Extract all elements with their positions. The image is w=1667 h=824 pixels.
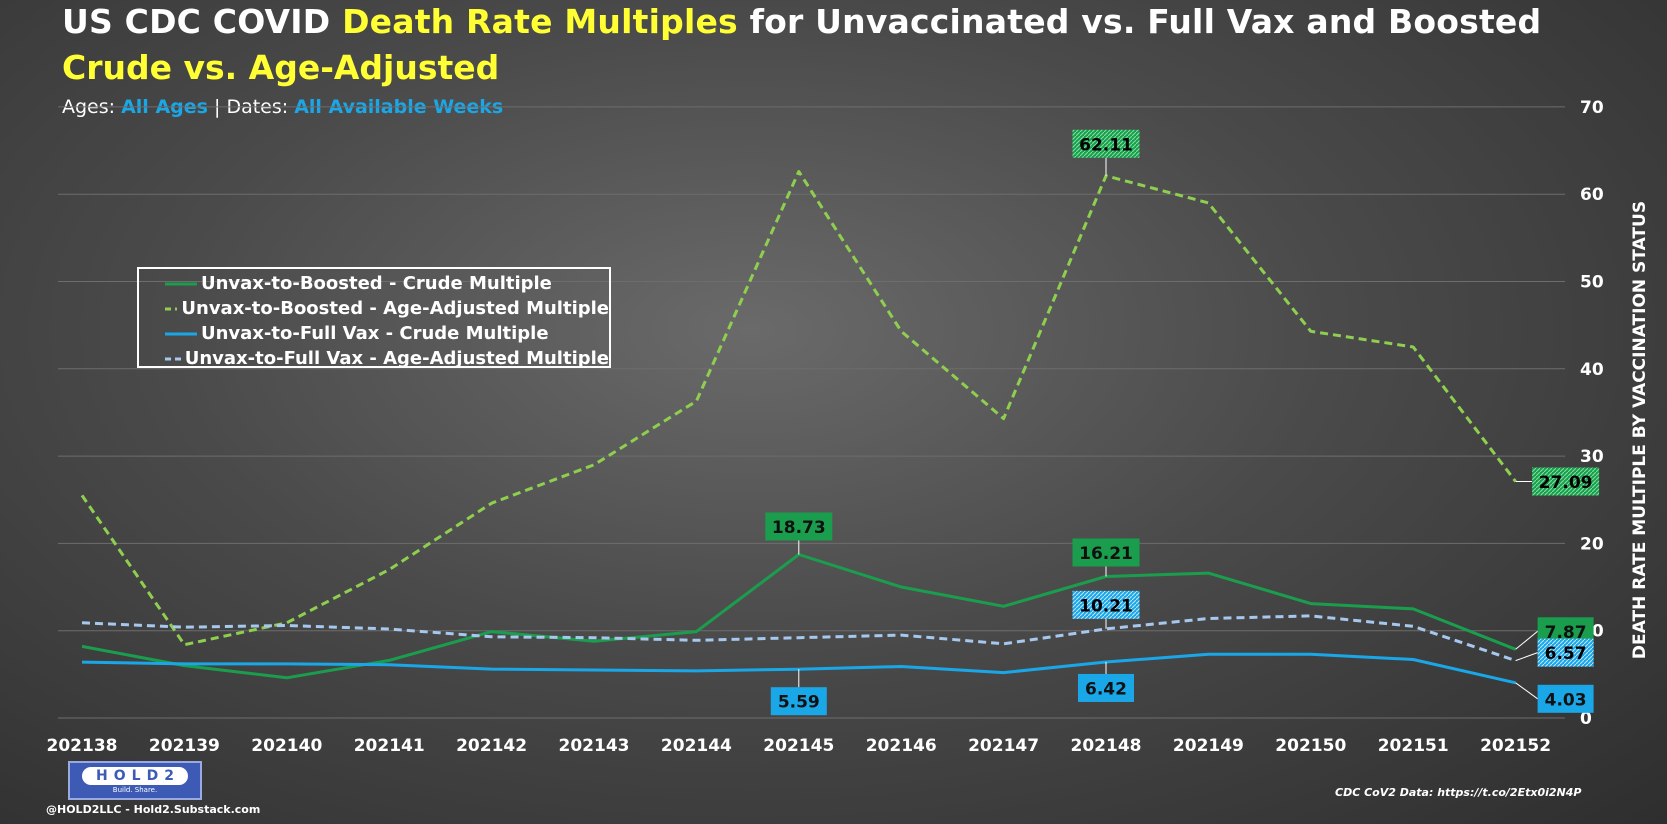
x-tick-label: 202144 [661, 736, 732, 756]
data-label-box [765, 512, 833, 541]
y-tick-label: 20 [1580, 534, 1604, 554]
data-label: 10.21 [1079, 596, 1133, 616]
data-label-box [1532, 467, 1600, 496]
series-lines [80, 170, 1517, 685]
data-label: 7.87 [1545, 623, 1587, 643]
x-tick-label: 202141 [354, 736, 425, 756]
data-label-box [1537, 638, 1594, 667]
x-tick-label: 202140 [251, 736, 322, 756]
y-tick-label: 60 [1580, 185, 1604, 205]
x-tick-label: 202142 [456, 736, 527, 756]
data-label-box [770, 687, 827, 716]
data-label: 4.03 [1545, 690, 1587, 710]
legend-item-crude-boosted: Unvax-to-Boosted - Crude Multiple [165, 271, 609, 296]
data-label-box [1537, 684, 1594, 713]
legend-swatch [165, 357, 181, 360]
label-leader [1515, 652, 1538, 662]
data-label-box [1072, 129, 1140, 158]
hold2-logo: HOLD2 Build. Share. [68, 761, 202, 800]
series-line-1 [80, 170, 1517, 647]
x-tick-label: 202147 [968, 736, 1039, 756]
legend-label: Unvax-to-Boosted - Crude Multiple [201, 273, 552, 294]
y-tick-label: 70 [1580, 98, 1604, 118]
y-tick-label: 40 [1580, 360, 1604, 380]
logo-wordmark: HOLD2 [82, 767, 188, 785]
source-text: CDC CoV2 Data: https://t.co/2Etx0i2N4P [1335, 786, 1582, 799]
chart-title: US CDC COVID Death Rate Multiples for Un… [62, 2, 1542, 41]
data-label: 5.59 [778, 693, 820, 713]
data-label: 27.09 [1539, 473, 1593, 493]
legend-swatch [165, 332, 197, 335]
data-label: 6.57 [1545, 644, 1587, 664]
legend-swatch [165, 282, 197, 285]
data-label: 16.21 [1079, 544, 1133, 564]
series-line-0 [81, 553, 1517, 680]
x-tick-label: 202148 [1071, 736, 1142, 756]
legend-item-crude-full: Unvax-to-Full Vax - Crude Multiple [165, 321, 609, 346]
series-line-3 [81, 614, 1517, 663]
y-tick-label: 30 [1580, 447, 1604, 467]
x-axis-ticks: 202138 202139 202140 202141 202142 202143 2021… [47, 736, 1552, 756]
x-tick-label: 202143 [559, 736, 630, 756]
data-label: 6.42 [1085, 679, 1127, 699]
legend-label: Unvax-to-Boosted - Age-Adjusted Multiple [181, 298, 609, 319]
y-tick-label: 50 [1580, 273, 1604, 293]
credit-text: @HOLD2LLC - Hold2.Substack.com [46, 803, 261, 816]
x-tick-label: 202149 [1173, 736, 1244, 756]
x-tick-label: 202145 [763, 736, 834, 756]
x-tick-label: 202151 [1378, 736, 1449, 756]
y-tick-label: 0 [1580, 709, 1592, 729]
legend-swatch [165, 307, 178, 310]
legend-label: Unvax-to-Full Vax - Age-Adjusted Multipl… [184, 348, 609, 369]
legend-item-adj-boosted: Unvax-to-Boosted - Age-Adjusted Multiple [165, 296, 609, 321]
x-tick-label: 202139 [149, 736, 220, 756]
legend-item-adj-full: Unvax-to-Full Vax - Age-Adjusted Multipl… [165, 346, 609, 371]
data-label: 62.11 [1079, 135, 1133, 155]
label-leader [1515, 630, 1538, 650]
y-axis-label: DEATH RATE MULTIPLE BY VACCINATION STATU… [1630, 200, 1650, 660]
x-tick-label: 202138 [47, 736, 118, 756]
x-tick-label: 202146 [866, 736, 937, 756]
data-label: 18.73 [772, 518, 826, 538]
chart-title-highlight: Death Rate Multiples [342, 2, 738, 41]
legend-label: Unvax-to-Full Vax - Crude Multiple [201, 323, 549, 344]
data-labels: 62.11 27.09 18.73 16.21 7.87 10.21 6.57 5.59 6.4… [765, 129, 1600, 716]
chart-legend: Unvax-to-Boosted - Crude Multiple Unvax-… [137, 267, 611, 371]
data-label-box [1072, 538, 1140, 567]
chart-title-line2: Crude vs. Age-Adjusted [62, 48, 500, 87]
x-tick-label: 202150 [1275, 736, 1346, 756]
label-leader [1515, 682, 1538, 700]
gridlines [58, 106, 1565, 719]
logo-tagline: Build. Share. [112, 786, 158, 794]
x-tick-label: 202152 [1480, 736, 1551, 756]
data-label-box [1072, 590, 1140, 619]
data-label-box [1078, 673, 1134, 702]
